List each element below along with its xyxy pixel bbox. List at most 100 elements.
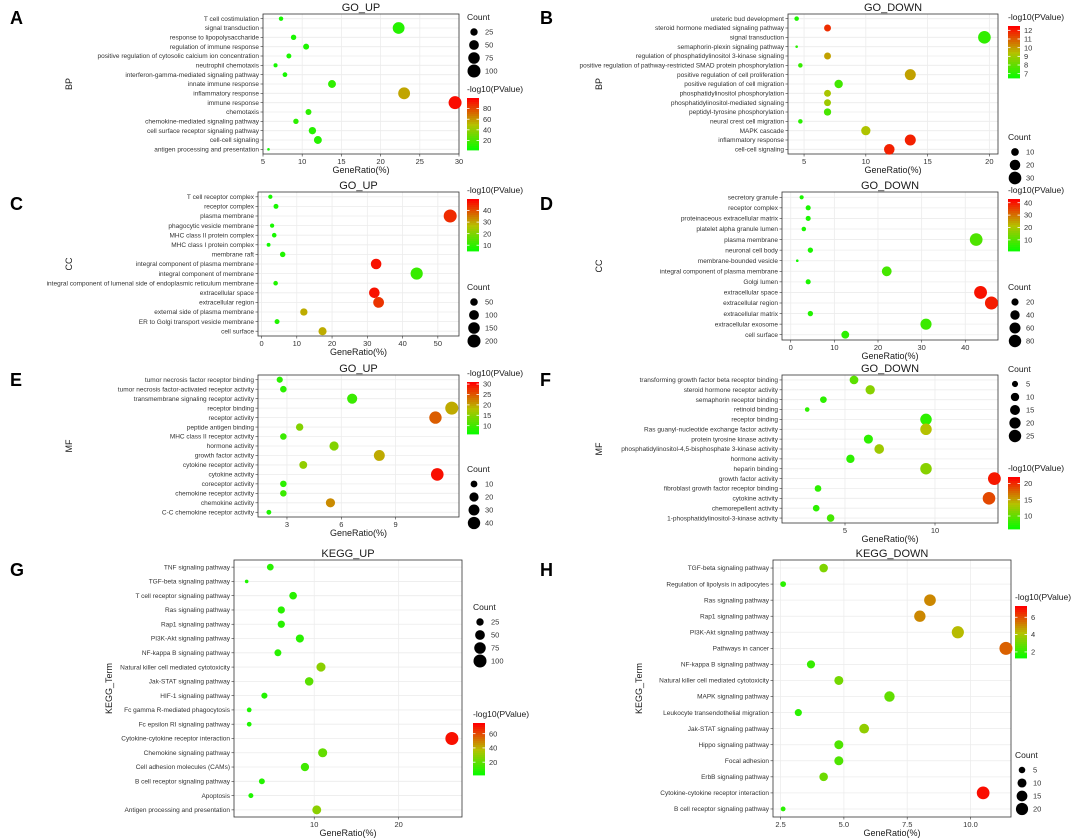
color-bar-segment	[473, 745, 485, 748]
term-label: Rap1 signaling pathway	[161, 621, 231, 628]
term-label: TNF signaling pathway	[164, 564, 231, 571]
color-bar-segment	[1008, 501, 1020, 504]
data-point	[266, 242, 271, 247]
data-point	[865, 385, 875, 395]
term-label: signal transduction	[730, 35, 785, 42]
data-point	[248, 793, 254, 799]
data-point	[277, 620, 285, 628]
color-bar-segment	[467, 126, 479, 129]
data-point	[812, 504, 820, 512]
size-legend-key	[1008, 171, 1022, 185]
term-label: chemokine receptor activity	[175, 491, 255, 498]
color-bar-segment	[1008, 503, 1020, 506]
size-legend-label: 100	[485, 311, 498, 320]
x-tick-label: 10	[293, 339, 301, 348]
size-legend-key	[1016, 790, 1028, 802]
size-legend-key	[470, 298, 478, 306]
x-tick-label: 15	[923, 157, 931, 166]
color-bar-segment	[1008, 215, 1020, 218]
color-bar-segment	[1015, 644, 1027, 647]
size-legend-key	[1009, 322, 1021, 334]
y-axis-title: BP	[64, 78, 74, 90]
data-point	[295, 423, 304, 431]
color-bar-segment	[467, 106, 479, 109]
size-legend-label: 75	[485, 54, 493, 63]
size-legend-key	[467, 516, 481, 530]
color-bar-segment	[467, 390, 479, 393]
data-point	[299, 460, 308, 469]
x-tick-label: 5	[802, 157, 806, 166]
term-label: semaphorin receptor binding	[696, 397, 779, 404]
color-bar-segment	[1015, 632, 1027, 635]
color-bar-segment	[1008, 495, 1020, 498]
color-bar-segment	[1008, 227, 1020, 230]
color-bar-segment	[473, 725, 485, 728]
color-bar-segment	[1008, 32, 1020, 35]
term-label: MAPK signaling pathway	[697, 694, 770, 701]
color-bar-segment	[473, 729, 485, 732]
color-legend-label: 11	[1024, 35, 1032, 44]
data-point	[271, 232, 277, 238]
term-label: Jak-STAT signaling pathway	[688, 726, 770, 733]
color-legend-label: 20	[483, 400, 491, 409]
color-bar-segment	[1015, 608, 1027, 611]
x-tick-label: 0	[789, 343, 793, 352]
term-label: Fc epsilon RI signaling pathway	[139, 721, 231, 728]
plot-frame	[233, 559, 463, 818]
term-label: B cell receptor signaling pathway	[135, 779, 231, 786]
term-label: receptor activity	[208, 415, 254, 422]
color-bar-segment	[1015, 622, 1027, 625]
color-bar-segment	[467, 138, 479, 141]
color-bar-segment	[473, 737, 485, 740]
color-legend-label: 12	[1024, 26, 1032, 35]
size-legend-key	[469, 310, 479, 320]
color-bar-segment	[467, 207, 479, 210]
plot-area	[773, 560, 1011, 817]
color-legend-label: 15	[483, 411, 491, 420]
color-legend-label: 15	[1024, 495, 1032, 504]
x-tick-label: 10	[310, 820, 318, 829]
term-label: regulation of phosphatidylinositol 3-kin…	[636, 53, 785, 60]
term-label: chemorepellent activity	[712, 505, 779, 512]
size-legend-key	[1015, 802, 1029, 816]
y-axis-title: CC	[64, 257, 74, 270]
color-bar-segment	[473, 735, 485, 738]
size-legend-key	[469, 492, 479, 502]
color-legend-label: 10	[483, 421, 491, 430]
color-bar-segment	[467, 404, 479, 407]
term-label: steroid hormone mediated signaling pathw…	[655, 25, 785, 32]
term-label: transmembrane signaling receptor activit…	[134, 396, 255, 403]
color-bar-segment	[467, 247, 479, 250]
color-bar-segment	[473, 759, 485, 762]
term-label: 1-phosphatidylinositol-3-kinase activity	[667, 515, 779, 522]
color-bar-segment	[467, 104, 479, 107]
color-bar-segment	[473, 765, 485, 768]
data-point	[313, 136, 322, 144]
color-bar-segment	[467, 406, 479, 409]
color-bar-segment	[467, 120, 479, 123]
size-legend-label: 150	[485, 324, 498, 333]
data-point	[824, 24, 831, 32]
chart-title: GO_DOWN	[861, 180, 919, 192]
term-label: NF-kappa B signaling pathway	[142, 650, 231, 657]
color-bar-segment	[473, 755, 485, 758]
color-bar-segment	[1008, 233, 1020, 236]
term-label: phosphatidylinositol-4,5-bisphosphate 3-…	[621, 446, 779, 453]
color-bar-segment	[1015, 646, 1027, 649]
data-point	[273, 280, 278, 286]
term-label: Ras signaling pathway	[165, 607, 231, 614]
term-label: T cell receptor signaling pathway	[135, 593, 230, 600]
color-bar-segment	[467, 213, 479, 216]
color-bar-segment	[467, 118, 479, 121]
size-legend-label: 20	[1026, 419, 1034, 428]
panel-letter: B	[540, 8, 553, 28]
color-bar-segment	[1008, 483, 1020, 486]
data-point	[246, 721, 252, 727]
term-label: peptidyl-tyrosine phosphorylation	[689, 109, 784, 116]
color-legend-label: 10	[1024, 235, 1032, 244]
x-tick-label: 10	[862, 157, 870, 166]
data-point	[312, 805, 322, 815]
data-point	[988, 472, 1001, 485]
y-axis-title: MF	[64, 439, 74, 452]
